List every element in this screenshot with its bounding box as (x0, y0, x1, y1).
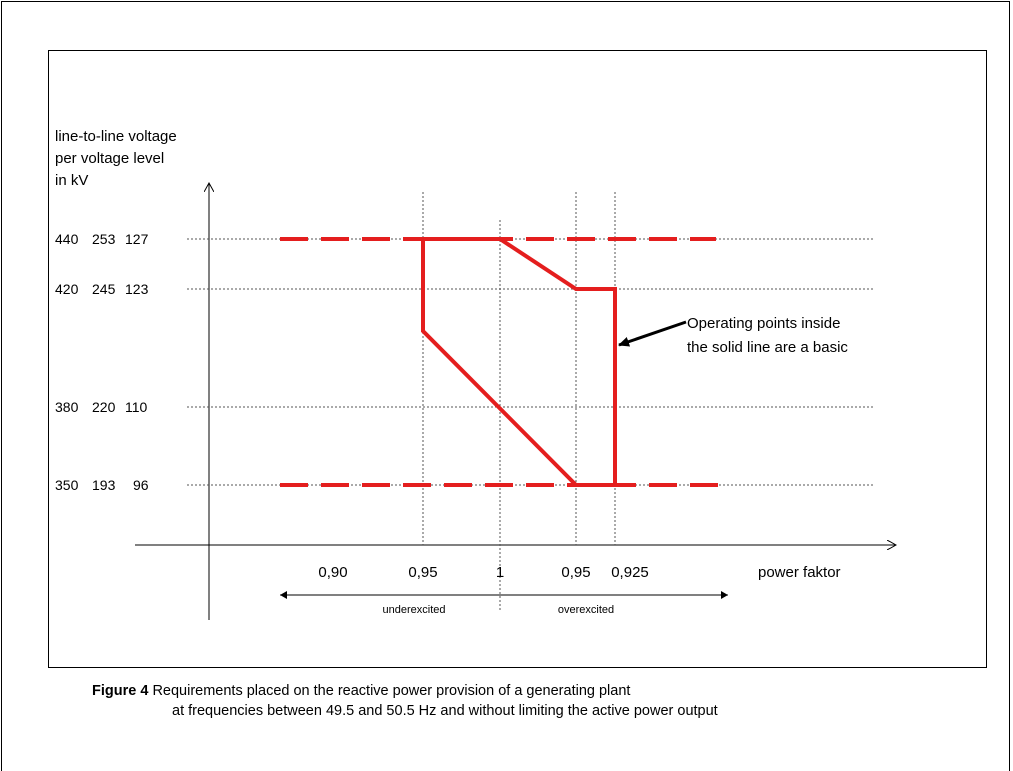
y-level-440-value-2: 253 (92, 231, 116, 247)
y-level-440-value-3: 127 (125, 231, 149, 247)
overexcited-label: overexcited (558, 604, 614, 616)
annotation-pointer-arrow (618, 320, 687, 347)
caption-line-2: at frequencies between 49.5 and 50.5 Hz … (172, 703, 718, 719)
operating-region-boundary (421, 237, 617, 487)
annotation-line-1: Operating points inside (687, 315, 840, 332)
y-level-420: 420 245 123 (55, 281, 149, 297)
y-axis-label-line-2: per voltage level (55, 150, 164, 167)
y-level-420-value-1: 420 (55, 281, 79, 297)
x-tick-095-under: 0,95 (408, 564, 437, 581)
caption-line-1: Figure 4 Requirements placed on the reac… (92, 681, 718, 701)
figure-caption: Figure 4 Requirements placed on the reac… (92, 681, 718, 721)
x-tick-095-over: 0,95 (561, 564, 590, 581)
y-axis-label-line-1: line-to-line voltage (55, 128, 177, 145)
y-level-380-value-1: 380 (55, 399, 79, 415)
caption-figure-label: Figure 4 (92, 683, 149, 699)
y-level-350-value-3: 96 (133, 477, 149, 493)
y-axis-label-line-3: in kV (55, 172, 88, 189)
x-axis-label: power faktor (758, 564, 841, 581)
y-level-350: 350 193 96 (55, 477, 149, 493)
x-tick-0925: 0,925 (611, 564, 649, 581)
x-tick-1: 1 (496, 564, 504, 581)
y-level-380: 380 220 110 (55, 399, 148, 415)
caption-text-1: Requirements placed on the reactive powe… (152, 683, 631, 699)
y-level-420-value-3: 123 (125, 281, 149, 297)
y-level-380-value-2: 220 (92, 399, 116, 415)
y-level-380-value-3: 110 (125, 399, 148, 415)
annotation-line-2: the solid line are a basic (687, 339, 848, 356)
x-tick-labels: 0,90 0,95 1 0,95 0,925 (318, 564, 648, 581)
underexcited-label: underexcited (383, 604, 446, 616)
diagram-frame (48, 50, 987, 668)
y-level-350-value-1: 350 (55, 477, 79, 493)
y-level-350-value-2: 193 (92, 477, 116, 493)
y-level-440-value-1: 440 (55, 231, 79, 247)
x-tick-090: 0,90 (318, 564, 347, 581)
y-level-420-value-2: 245 (92, 281, 116, 297)
y-level-440: 440 253 127 (55, 231, 149, 247)
